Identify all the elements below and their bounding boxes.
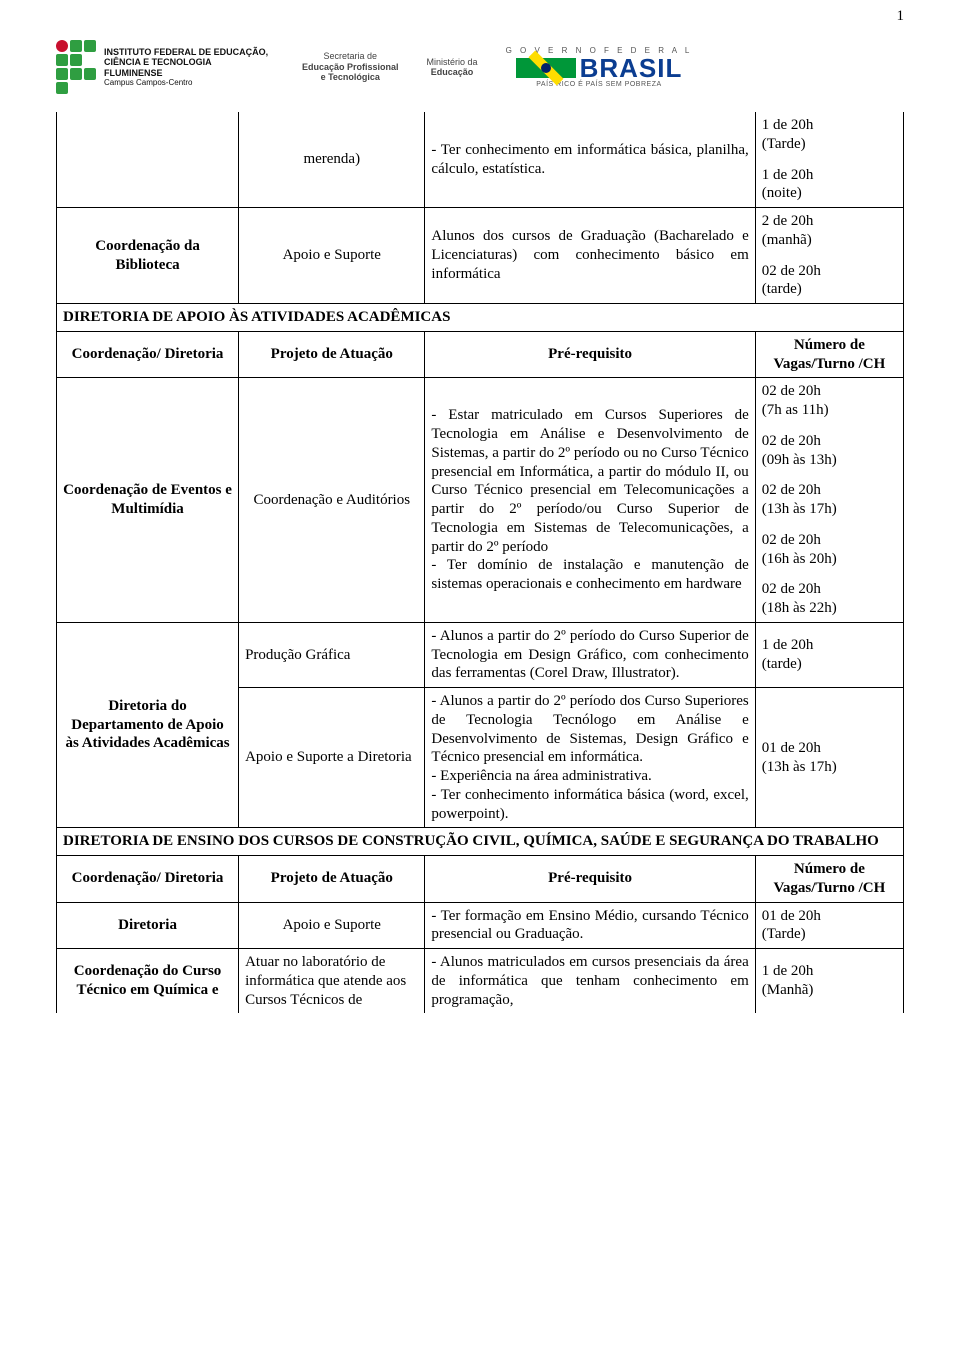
vaga-qty: 02 de 20h bbox=[762, 262, 897, 281]
cell-projeto: Produção Gráfica bbox=[239, 622, 425, 687]
page-number: 1 bbox=[897, 8, 905, 25]
cell-vagas: 1 de 20h (Tarde) 1 de 20h (noite) bbox=[755, 112, 903, 208]
iff-sub: FLUMINENSE bbox=[104, 68, 274, 78]
iff-campus: Campus Campos-Centro bbox=[104, 78, 274, 87]
cell-prereq: Alunos dos cursos de Graduação (Bacharel… bbox=[425, 208, 755, 304]
cell-vagas: 02 de 20h (7h as 11h) 02 de 20h (09h às … bbox=[755, 378, 903, 623]
table-row: Coordenação do Curso Técnico em Química … bbox=[57, 949, 904, 1014]
col-header-vagas: Número de Vagas/Turno /CH bbox=[755, 331, 903, 378]
table-row: Coordenação da Biblioteca Apoio e Suport… bbox=[57, 208, 904, 304]
vaga-turno: (09h às 13h) bbox=[762, 451, 897, 470]
vaga-qty: 1 de 20h bbox=[762, 166, 897, 185]
vaga-turno: (Tarde) bbox=[762, 925, 897, 944]
min-l2: Educação bbox=[427, 67, 478, 77]
cell-projeto: Coordenação e Auditórios bbox=[239, 378, 425, 623]
min-l1: Ministério da bbox=[427, 57, 478, 67]
vaga-qty: 01 de 20h bbox=[762, 739, 897, 758]
section-heading: DIRETORIA DE APOIO ÀS ATIVIDADES ACADÊMI… bbox=[57, 304, 904, 332]
logo-ministerio: Ministério da Educação bbox=[427, 57, 478, 78]
vaga-turno: (noite) bbox=[762, 184, 897, 203]
table-row: Diretoria Apoio e Suporte - Ter formação… bbox=[57, 902, 904, 949]
cell-projeto: Atuar no laboratório de informática que … bbox=[239, 949, 425, 1014]
main-table: merenda) - Ter conhecimento em informáti… bbox=[56, 112, 904, 1013]
vaga-turno: (18h às 22h) bbox=[762, 599, 897, 618]
cell-projeto: Apoio e Suporte a Diretoria bbox=[239, 688, 425, 828]
vaga-qty: 1 de 20h bbox=[762, 116, 897, 135]
iff-title: INSTITUTO FEDERAL DE EDUCAÇÃO, CIÊNCIA E… bbox=[104, 47, 274, 68]
section-title: DIRETORIA DE ENSINO DOS CURSOS DE CONSTR… bbox=[57, 828, 904, 856]
logo-secretaria: Secretaria de Educação Profissional e Te… bbox=[302, 51, 399, 82]
vaga-turno: (7h as 11h) bbox=[762, 401, 897, 420]
sec-l1: Secretaria de bbox=[302, 51, 399, 61]
logo-brasil: G O V E R N O F E D E R A L BRASIL PAÍS … bbox=[506, 46, 693, 88]
cell-projeto: Apoio e Suporte bbox=[239, 902, 425, 949]
vaga-qty: 02 de 20h bbox=[762, 382, 897, 401]
vaga-turno: (Manhã) bbox=[762, 981, 897, 1000]
table-row: Coordenação de Eventos e Multimídia Coor… bbox=[57, 378, 904, 623]
cell-coord: Coordenação da Biblioteca bbox=[57, 208, 239, 304]
cell-coord bbox=[57, 112, 239, 208]
cell-vagas: 01 de 20h (13h às 17h) bbox=[755, 688, 903, 828]
h4-l1: Número de bbox=[762, 336, 897, 355]
section-heading: DIRETORIA DE ENSINO DOS CURSOS DE CONSTR… bbox=[57, 828, 904, 856]
brazil-flag-icon bbox=[516, 58, 576, 78]
section-title: DIRETORIA DE APOIO ÀS ATIVIDADES ACADÊMI… bbox=[57, 304, 904, 332]
table-header-row: Coordenação/ Diretoria Projeto de Atuaçã… bbox=[57, 856, 904, 903]
col-header-prereq: Pré-requisito bbox=[425, 856, 755, 903]
iff-mark-icon bbox=[56, 40, 96, 94]
vaga-turno: (13h às 17h) bbox=[762, 500, 897, 519]
vaga-qty: 02 de 20h bbox=[762, 432, 897, 451]
h4-l2: Vagas/Turno /CH bbox=[762, 355, 897, 374]
vaga-qty: 02 de 20h bbox=[762, 531, 897, 550]
cell-coord: Coordenação do Curso Técnico em Química … bbox=[57, 949, 239, 1014]
cell-prereq: - Alunos matriculados em cursos presenci… bbox=[425, 949, 755, 1014]
vaga-turno: (16h às 20h) bbox=[762, 550, 897, 569]
table-header-row: Coordenação/ Diretoria Projeto de Atuaçã… bbox=[57, 331, 904, 378]
cell-projeto: merenda) bbox=[239, 112, 425, 208]
vaga-qty: 1 de 20h bbox=[762, 636, 897, 655]
cell-coord: Diretoria bbox=[57, 902, 239, 949]
cell-projeto: Apoio e Suporte bbox=[239, 208, 425, 304]
vaga-qty: 02 de 20h bbox=[762, 481, 897, 500]
cell-vagas: 2 de 20h (manhã) 02 de 20h (tarde) bbox=[755, 208, 903, 304]
cell-vagas: 1 de 20h (Manhã) bbox=[755, 949, 903, 1014]
table-row: merenda) - Ter conhecimento em informáti… bbox=[57, 112, 904, 208]
vaga-turno: (tarde) bbox=[762, 280, 897, 299]
cell-prereq: - Estar matriculado em Cursos Superiores… bbox=[425, 378, 755, 623]
vaga-qty: 01 de 20h bbox=[762, 907, 897, 926]
cell-prereq: - Ter conhecimento em informática básica… bbox=[425, 112, 755, 208]
col-header-coord: Coordenação/ Diretoria bbox=[57, 331, 239, 378]
sec-l2: Educação Profissional bbox=[302, 62, 399, 72]
vaga-turno: (tarde) bbox=[762, 655, 897, 674]
vaga-turno: (Tarde) bbox=[762, 135, 897, 154]
table-row: Diretoria do Departamento de Apoio às At… bbox=[57, 622, 904, 687]
col-header-coord: Coordenação/ Diretoria bbox=[57, 856, 239, 903]
vaga-turno: (manhã) bbox=[762, 231, 897, 250]
logo-iff: INSTITUTO FEDERAL DE EDUCAÇÃO, CIÊNCIA E… bbox=[56, 40, 274, 94]
h4-l1: Número de bbox=[762, 860, 897, 879]
cell-vagas: 01 de 20h (Tarde) bbox=[755, 902, 903, 949]
h4-l2: Vagas/Turno /CH bbox=[762, 879, 897, 898]
col-header-projeto: Projeto de Atuação bbox=[239, 856, 425, 903]
sec-l3: e Tecnológica bbox=[302, 72, 399, 82]
brasil-word: BRASIL bbox=[580, 55, 683, 81]
col-header-projeto: Projeto de Atuação bbox=[239, 331, 425, 378]
col-header-prereq: Pré-requisito bbox=[425, 331, 755, 378]
vaga-qty: 1 de 20h bbox=[762, 962, 897, 981]
cell-prereq: - Alunos a partir do 2º período do Curso… bbox=[425, 622, 755, 687]
vaga-turno: (13h às 17h) bbox=[762, 758, 897, 777]
header-logos: INSTITUTO FEDERAL DE EDUCAÇÃO, CIÊNCIA E… bbox=[56, 40, 904, 94]
cell-vagas: 1 de 20h (tarde) bbox=[755, 622, 903, 687]
vaga-qty: 02 de 20h bbox=[762, 580, 897, 599]
cell-prereq: - Ter formação em Ensino Médio, cursando… bbox=[425, 902, 755, 949]
cell-prereq: - Alunos a partir do 2º período dos Curs… bbox=[425, 688, 755, 828]
cell-coord: Diretoria do Departamento de Apoio às At… bbox=[57, 622, 239, 828]
col-header-vagas: Número de Vagas/Turno /CH bbox=[755, 856, 903, 903]
cell-coord: Coordenação de Eventos e Multimídia bbox=[57, 378, 239, 623]
vaga-qty: 2 de 20h bbox=[762, 212, 897, 231]
